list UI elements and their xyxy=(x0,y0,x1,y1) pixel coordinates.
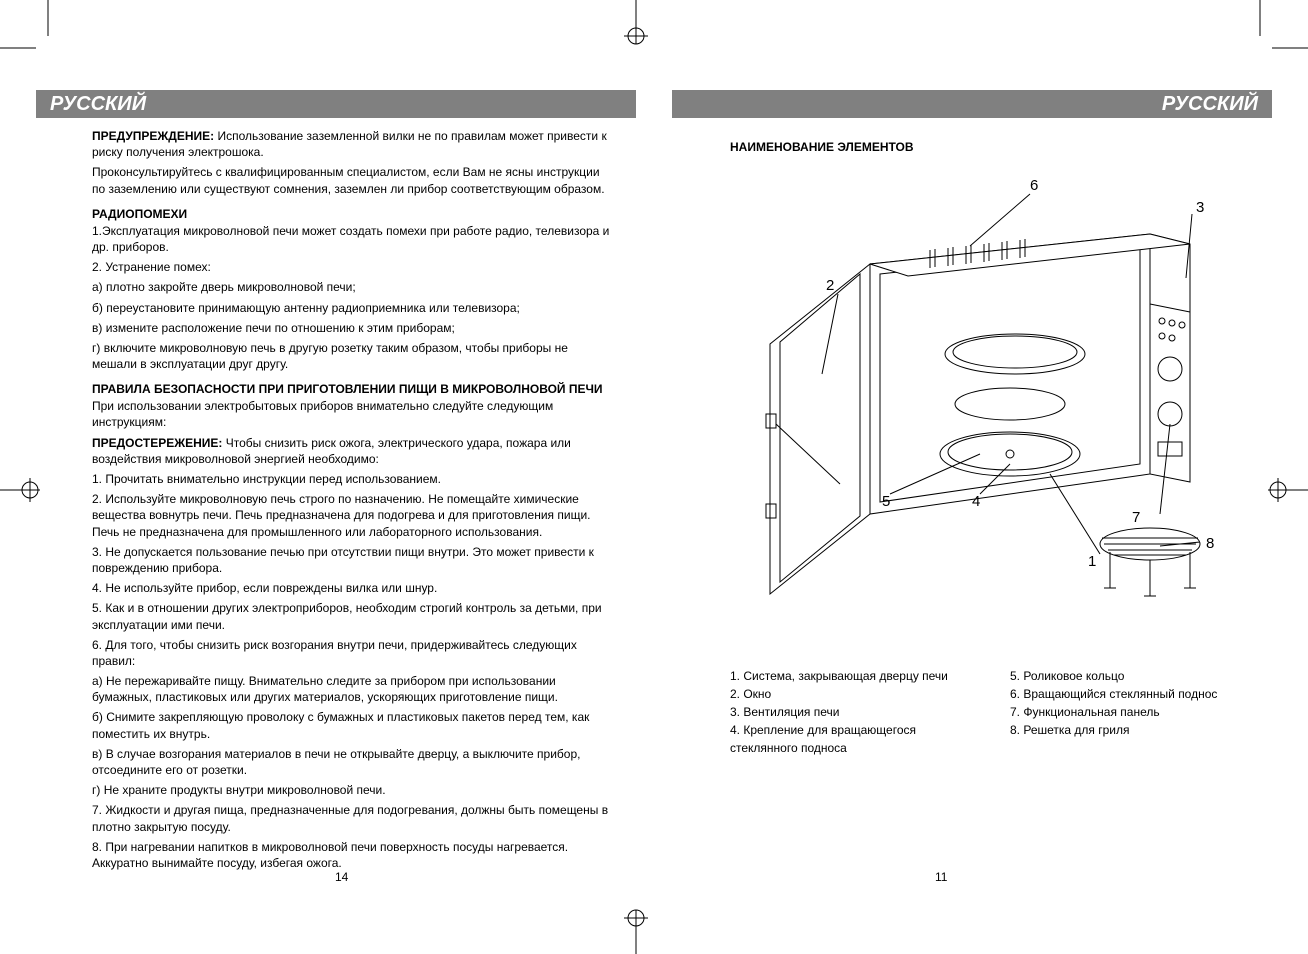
s4: 4. Не используйте прибор, если поврежден… xyxy=(92,580,612,596)
legend-3: 3. Вентиляция печи xyxy=(730,703,970,721)
label-5: 5 xyxy=(882,493,890,510)
header-left-label: РУССКИЙ xyxy=(50,93,146,116)
legend-2: 2. Окно xyxy=(730,685,970,703)
s6a: а) Не пережаривайте пищу. Внимательно сл… xyxy=(92,673,612,705)
s6g: г) Не храните продукты внутри микроволно… xyxy=(92,782,612,798)
consult-para: Проконсультируйтесь с квалифицированным … xyxy=(92,164,612,196)
legend: 1. Система, закрывающая дверцу печи 2. О… xyxy=(730,667,1250,757)
radio-2v: в) измените расположение печи по отношен… xyxy=(92,320,612,336)
page-num-left: 14 xyxy=(335,870,348,884)
page-left: ПРЕДУПРЕЖДЕНИЕ: Использование заземленно… xyxy=(92,128,612,875)
legend-8: 8. Решетка для гриля xyxy=(1010,721,1250,739)
label-3: 3 xyxy=(1196,199,1204,216)
safety-title: ПРАВИЛА БЕЗОПАСНОСТИ ПРИ ПРИГОТОВЛЕНИИ П… xyxy=(92,382,612,396)
label-2: 2 xyxy=(826,277,834,294)
microwave-svg: 6 3 2 5 4 7 1 8 xyxy=(730,174,1230,634)
radio-2: 2. Устранение помех: xyxy=(92,259,612,275)
radio-2a: а) плотно закройте дверь микроволновой п… xyxy=(92,279,612,295)
s2: 2. Используйте микроволновую печь строго… xyxy=(92,491,612,540)
label-8: 8 xyxy=(1206,535,1214,552)
safety-intro: При использовании электробытовых приборо… xyxy=(92,398,612,430)
radio-1: 1.Эксплуатация микроволновой печи может … xyxy=(92,223,612,255)
s6v: в) В случае возгорания материалов в печи… xyxy=(92,746,612,778)
s7: 7. Жидкости и другая пища, предназначенн… xyxy=(92,802,612,834)
legend-5: 5. Роликовое кольцо xyxy=(1010,667,1250,685)
page-num-right: 11 xyxy=(935,870,947,884)
radio-2b: б) переустановите принимающую антенну ра… xyxy=(92,300,612,316)
label-6: 6 xyxy=(1030,177,1038,194)
radio-title: РАДИОПОМЕХИ xyxy=(92,207,612,221)
caution-para: ПРЕДОСТЕРЕЖЕНИЕ: Чтобы снизить риск ожог… xyxy=(92,435,612,467)
legend-6: 6. Вращающийся стеклянный поднос xyxy=(1010,685,1250,703)
warning-label: ПРЕДУПРЕЖДЕНИЕ: xyxy=(92,129,214,143)
microwave-diagram: 6 3 2 5 4 7 1 8 xyxy=(730,174,1250,637)
s6: 6. Для того, чтобы снизить риск возгоран… xyxy=(92,637,612,669)
s8: 8. При нагревании напитков в микроволнов… xyxy=(92,839,612,871)
label-4: 4 xyxy=(972,493,980,510)
s3: 3. Не допускается пользование печью при … xyxy=(92,544,612,576)
legend-col-2: 5. Роликовое кольцо 6. Вращающийся стекл… xyxy=(1010,667,1250,757)
page-right: НАИМЕНОВАНИЕ ЭЛЕМЕНТОВ xyxy=(730,128,1250,757)
s5: 5. Как и в отношении других электроприбо… xyxy=(92,600,612,632)
header-left: РУССКИЙ xyxy=(36,90,636,118)
caution-label: ПРЕДОСТЕРЕЖЕНИЕ: xyxy=(92,436,222,450)
radio-2g: г) включите микроволновую печь в другую … xyxy=(92,340,612,372)
label-7: 7 xyxy=(1132,509,1140,526)
header-right: РУССКИЙ xyxy=(672,90,1272,118)
legend-4: 4. Крепление для вращающегося стеклянног… xyxy=(730,721,970,757)
s1: 1. Прочитать внимательно инструкции пере… xyxy=(92,471,612,487)
legend-7: 7. Функциональная панель xyxy=(1010,703,1250,721)
label-1: 1 xyxy=(1088,553,1096,570)
warning-para: ПРЕДУПРЕЖДЕНИЕ: Использование заземленно… xyxy=(92,128,612,160)
header-right-label: РУССКИЙ xyxy=(1162,93,1258,116)
s6b: б) Снимите закрепляющую проволоку с бума… xyxy=(92,709,612,741)
elements-title: НАИМЕНОВАНИЕ ЭЛЕМЕНТОВ xyxy=(730,140,1250,154)
legend-1: 1. Система, закрывающая дверцу печи xyxy=(730,667,970,685)
legend-col-1: 1. Система, закрывающая дверцу печи 2. О… xyxy=(730,667,970,757)
